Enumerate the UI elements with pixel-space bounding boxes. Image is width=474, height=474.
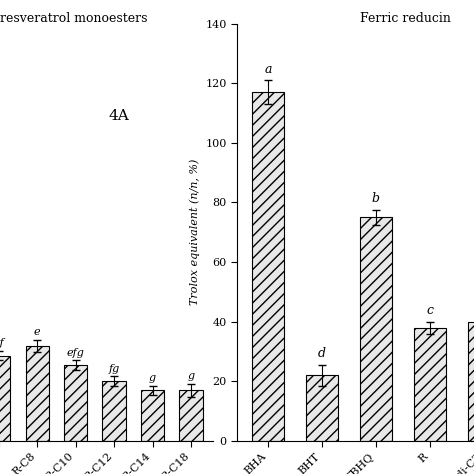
Text: a: a bbox=[264, 63, 272, 76]
Text: g: g bbox=[149, 373, 156, 383]
Text: g: g bbox=[187, 372, 194, 382]
Text: 4A: 4A bbox=[108, 109, 129, 123]
Bar bbox=[360, 218, 392, 441]
Text: efg: efg bbox=[67, 348, 84, 358]
Text: resveratrol monoesters: resveratrol monoesters bbox=[0, 12, 147, 25]
Bar bbox=[64, 365, 87, 441]
Bar bbox=[0, 356, 10, 441]
Text: fg: fg bbox=[109, 364, 119, 374]
Y-axis label: Trolox equivalent (n/n, %): Trolox equivalent (n/n, %) bbox=[189, 159, 200, 305]
Text: c: c bbox=[426, 304, 433, 317]
Bar bbox=[252, 92, 284, 441]
Bar bbox=[26, 346, 49, 441]
Text: ef: ef bbox=[0, 338, 4, 348]
Text: d: d bbox=[318, 347, 326, 360]
Bar bbox=[141, 390, 164, 441]
Bar bbox=[467, 322, 474, 441]
Bar bbox=[414, 328, 446, 441]
Text: b: b bbox=[372, 192, 380, 205]
Bar bbox=[102, 381, 126, 441]
Bar bbox=[180, 390, 202, 441]
Text: Ferric reducin: Ferric reducin bbox=[360, 12, 451, 25]
Bar bbox=[306, 375, 338, 441]
Text: e: e bbox=[34, 327, 40, 337]
